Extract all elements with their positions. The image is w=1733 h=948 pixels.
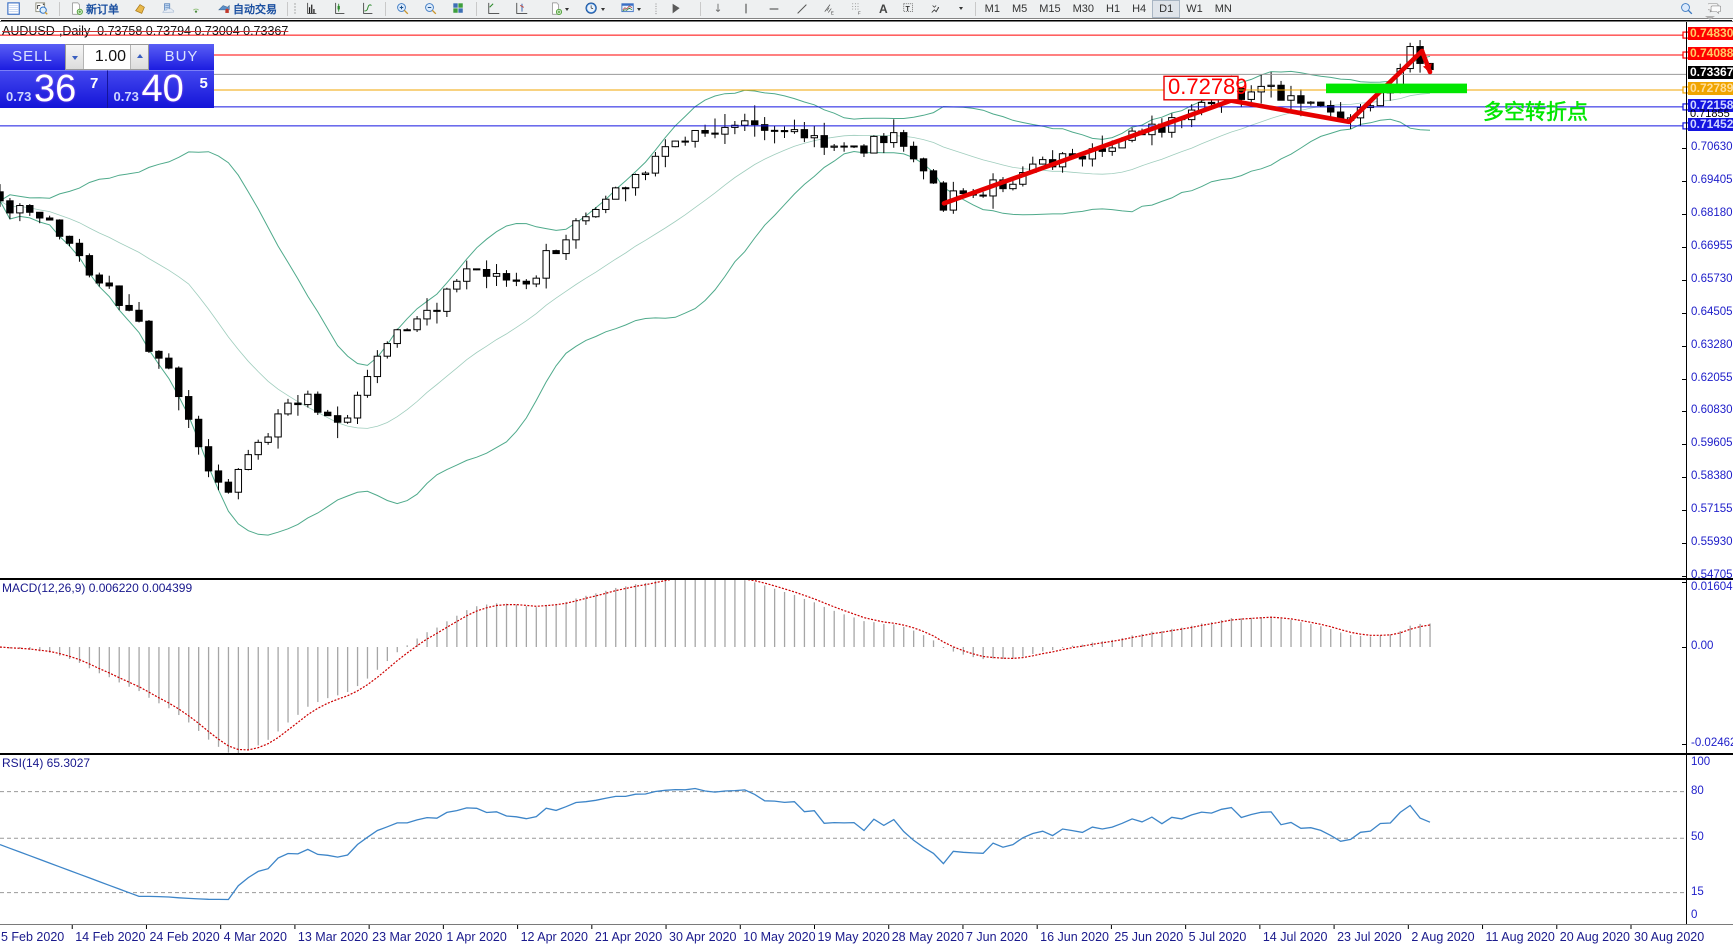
svg-text:多空转折点: 多空转折点: [1483, 101, 1588, 124]
svg-text:16 Jun 2020: 16 Jun 2020: [1040, 930, 1109, 944]
svg-text:19 May 2020: 19 May 2020: [818, 930, 890, 944]
svg-text:14 Jul 2020: 14 Jul 2020: [1263, 930, 1328, 944]
svg-text:11 Aug 2020: 11 Aug 2020: [1486, 930, 1555, 944]
svg-text:12 Apr 2020: 12 Apr 2020: [521, 930, 588, 944]
svg-text:14 Feb 2020: 14 Feb 2020: [75, 930, 145, 944]
svg-text:13 Mar 2020: 13 Mar 2020: [298, 930, 368, 944]
svg-text:4 Mar 2020: 4 Mar 2020: [224, 930, 287, 944]
svg-text:21 Apr 2020: 21 Apr 2020: [595, 930, 662, 944]
svg-text:25 Jun 2020: 25 Jun 2020: [1114, 930, 1183, 944]
svg-text:F: F: [858, 10, 861, 15]
svg-text:30 Aug 2020: 30 Aug 2020: [1634, 930, 1704, 944]
svg-text:10 May 2020: 10 May 2020: [743, 930, 815, 944]
svg-text:5 Jul 2020: 5 Jul 2020: [1189, 930, 1247, 944]
svg-text:7 Jun 2020: 7 Jun 2020: [966, 930, 1028, 944]
svg-text:2 Aug 2020: 2 Aug 2020: [1411, 930, 1474, 944]
svg-text:24 Feb 2020: 24 Feb 2020: [149, 930, 219, 944]
svg-text:20 Aug 2020: 20 Aug 2020: [1560, 930, 1630, 944]
svg-text:T: T: [905, 6, 910, 13]
svg-text:23 Jul 2020: 23 Jul 2020: [1337, 930, 1402, 944]
svg-text:5 Feb 2020: 5 Feb 2020: [1, 930, 64, 944]
svg-text:0.72789: 0.72789: [1168, 74, 1248, 99]
svg-text:30 Apr 2020: 30 Apr 2020: [669, 930, 736, 944]
svg-text:23 Mar 2020: 23 Mar 2020: [372, 930, 442, 944]
svg-text:E: E: [831, 10, 834, 15]
svg-text:1 Apr 2020: 1 Apr 2020: [446, 930, 507, 944]
svg-text:28 May 2020: 28 May 2020: [892, 930, 964, 944]
